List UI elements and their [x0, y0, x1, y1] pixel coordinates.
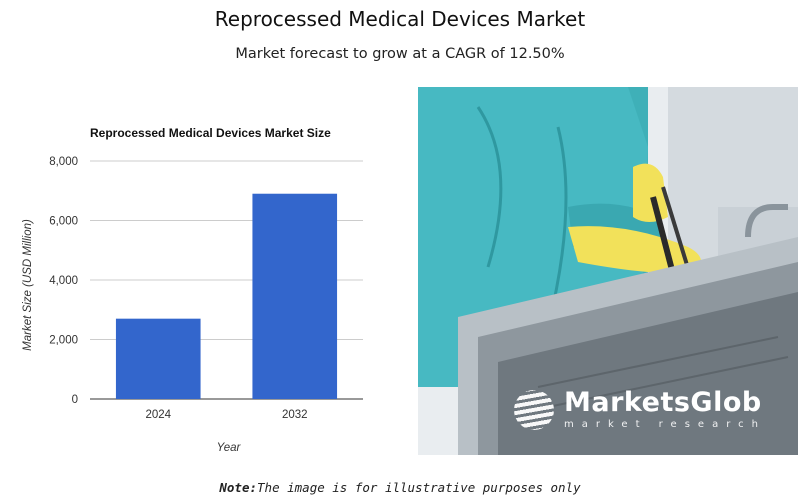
y-tick-label: 6,000: [49, 216, 78, 228]
y-axis-label: Market Size (USD Million): [22, 219, 34, 351]
globe-logo-icon: [514, 389, 554, 430]
y-tick-label: 8,000: [49, 156, 78, 168]
illustrative-photo: MarketsGlob market research: [418, 87, 798, 455]
bar-2032: [252, 193, 338, 399]
y-tick-label: 4,000: [49, 275, 78, 287]
footnote: Note:The image is for illustrative purpo…: [0, 480, 800, 495]
watermark-tagline: market research: [564, 419, 766, 430]
x-tick-label: 2032: [282, 409, 308, 421]
bar-chart: Reprocessed Medical Devices Market Size 0…: [22, 126, 363, 454]
x-tick-label: 2024: [145, 409, 171, 421]
page-title: Reprocessed Medical Devices Market: [214, 7, 586, 31]
y-tick-label: 0: [72, 394, 78, 406]
x-axis-label: Year: [217, 442, 242, 454]
bar-2024: [115, 318, 201, 399]
footnote-label: Note:: [219, 480, 258, 495]
footnote-text: The image is for illustrative purposes o…: [257, 480, 581, 495]
watermark: MarketsGlob market research: [514, 389, 766, 430]
y-tick-label: 2,000: [49, 335, 78, 347]
medical-device-reprocessing-illustration: [418, 87, 798, 455]
page-subtitle: Market forecast to grow at a CAGR of 12.…: [235, 46, 565, 62]
chart-title: Reprocessed Medical Devices Market Size: [90, 126, 331, 140]
watermark-brand: MarketsGlob: [564, 387, 762, 418]
